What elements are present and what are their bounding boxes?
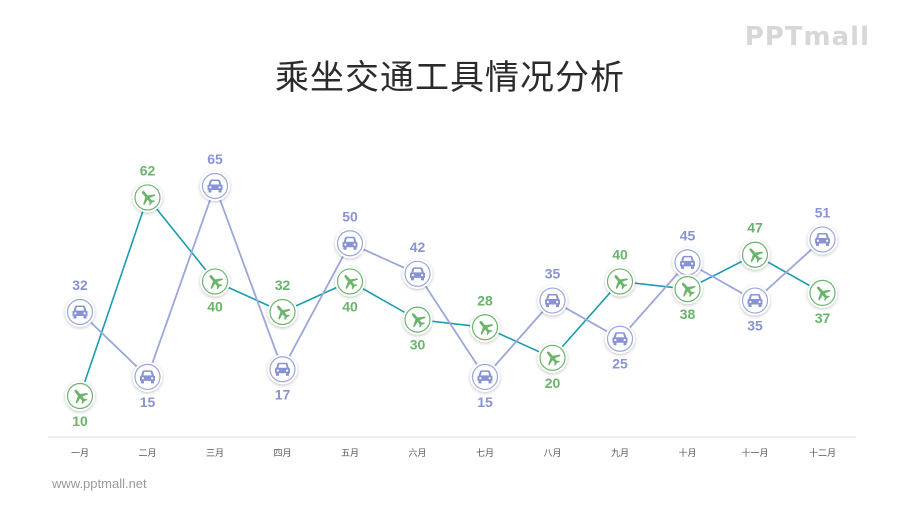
x-tick-label: 十月 xyxy=(678,447,696,459)
marker-ring xyxy=(471,363,499,391)
airplane-data-label: 62 xyxy=(140,162,156,178)
car-data-label: 42 xyxy=(410,239,426,255)
car-icon xyxy=(477,370,493,384)
car-icon xyxy=(410,267,425,281)
car-data-label: 15 xyxy=(140,394,156,410)
chart-title: 乘坐交通工具情况分析 xyxy=(275,58,625,98)
car-data-label: 15 xyxy=(477,394,493,410)
airplane-icon xyxy=(816,286,831,301)
x-tick-label: 八月 xyxy=(543,448,561,459)
airplane-data-label: 10 xyxy=(72,413,88,429)
car-icon xyxy=(545,294,560,308)
car-icon xyxy=(612,332,628,346)
airplane-icon xyxy=(749,248,764,263)
marker-ring xyxy=(741,241,769,268)
airplane-icon xyxy=(209,275,224,290)
marker-ring xyxy=(269,298,296,326)
airplane-data-label: 37 xyxy=(815,310,831,326)
x-tick-label: 七月 xyxy=(476,448,494,459)
airplane-icon xyxy=(411,313,426,328)
marker-ring xyxy=(201,172,229,200)
marker-ring xyxy=(471,314,499,341)
airplane-data-label: 30 xyxy=(410,337,426,353)
car-icon xyxy=(207,179,223,193)
marker-ring xyxy=(134,184,161,211)
x-tick-label: 三月 xyxy=(206,448,224,459)
airplane-icon xyxy=(546,351,561,366)
marker-ring xyxy=(134,363,161,391)
marker-ring xyxy=(539,287,566,314)
car-series-line xyxy=(79,183,824,379)
airplane-icon xyxy=(614,275,629,290)
marker-ring xyxy=(606,268,634,295)
airplane-series-line xyxy=(79,195,823,397)
marker-ring xyxy=(809,226,836,253)
airplane-icon xyxy=(276,305,291,321)
car-data-label: 45 xyxy=(680,227,696,243)
marker-ring xyxy=(336,268,364,295)
car-data-label: 32 xyxy=(72,277,88,293)
airplane-data-label: 38 xyxy=(680,306,696,322)
car-data-label: 50 xyxy=(342,208,358,224)
car-icon xyxy=(342,236,358,250)
x-tick-label: 四月 xyxy=(273,448,291,459)
car-icon xyxy=(140,370,155,384)
airplane-data-label: 47 xyxy=(747,220,763,236)
car-data-label: 35 xyxy=(545,266,561,282)
airplane-icon xyxy=(141,191,156,206)
marker-ring xyxy=(201,268,229,295)
car-data-label: 25 xyxy=(612,356,628,372)
marker-ring xyxy=(404,260,431,287)
x-tick-label: 十二月 xyxy=(809,447,836,459)
car-data-label: 65 xyxy=(207,151,223,167)
marker-ring xyxy=(539,344,566,371)
x-tick-label: 一月 xyxy=(71,448,89,459)
car-icon xyxy=(680,255,695,269)
marker-ring xyxy=(741,287,769,314)
x-tick-label: 五月 xyxy=(341,448,359,459)
airplane-icon xyxy=(74,389,89,405)
airplane-data-label: 40 xyxy=(207,298,223,314)
airplane-data-label: 28 xyxy=(477,292,493,308)
car-icon xyxy=(72,305,88,319)
car-icon xyxy=(815,232,830,246)
car-icon xyxy=(747,294,763,308)
marker-ring xyxy=(606,325,634,352)
airplane-data-label: 20 xyxy=(545,375,561,391)
airplane-data-label: 32 xyxy=(275,277,291,293)
marker-ring xyxy=(404,306,431,333)
x-tick-label: 九月 xyxy=(611,448,629,459)
x-tick-label: 六月 xyxy=(408,447,426,459)
brand-logo: PPTmall xyxy=(744,22,870,52)
car-icon xyxy=(275,362,290,376)
marker-ring xyxy=(336,230,364,257)
airplane-icon xyxy=(479,320,494,336)
marker-ring xyxy=(674,275,701,303)
car-data-label: 35 xyxy=(747,318,763,334)
airplane-data-label: 40 xyxy=(342,298,358,314)
airplane-icon xyxy=(344,275,359,290)
footer-url: www.pptmall.net xyxy=(52,476,147,491)
airplane-icon xyxy=(681,282,696,298)
marker-ring xyxy=(809,279,836,307)
marker-ring xyxy=(66,298,94,326)
x-tick-label: 二月 xyxy=(138,448,156,459)
car-data-label: 51 xyxy=(815,204,831,220)
airplane-data-label: 40 xyxy=(612,246,628,262)
car-data-label: 17 xyxy=(275,386,291,402)
marker-ring xyxy=(269,356,296,383)
x-tick-label: 十一月 xyxy=(741,447,768,459)
marker-ring xyxy=(66,382,94,410)
